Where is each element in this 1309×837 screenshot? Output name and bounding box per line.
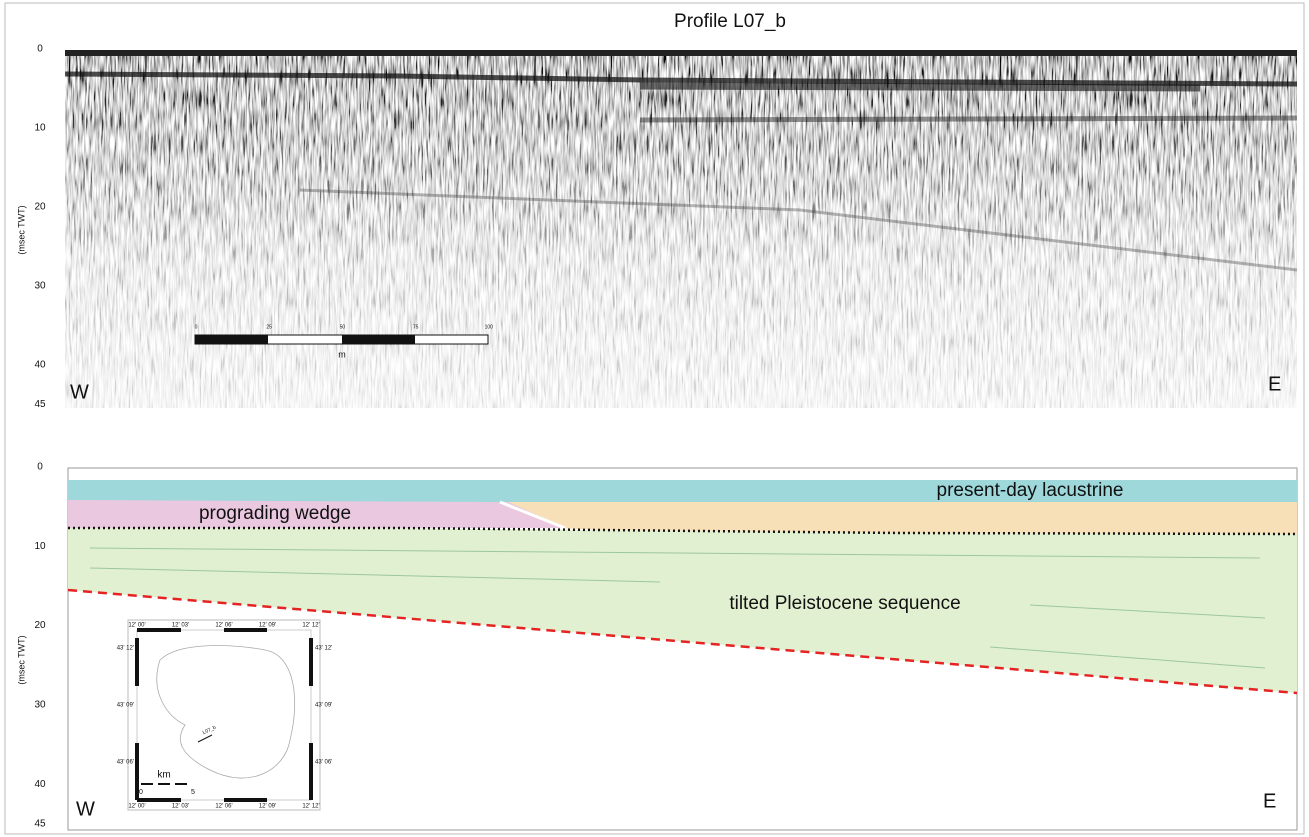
lon-label: 12' 00' <box>128 804 145 810</box>
scale-label: 0 <box>195 324 198 330</box>
profile-line <box>197 734 213 743</box>
inset-scale-unit: km <box>157 770 170 781</box>
east-label: E <box>1263 790 1276 812</box>
y-tick-label: 20 <box>34 620 46 631</box>
y-tick-label: 0 <box>37 462 43 473</box>
lon-label: 12' 03' <box>172 804 189 810</box>
pleistocene-unit <box>68 528 1297 693</box>
lake-outline <box>156 645 296 779</box>
y-tick-label: 30 <box>34 281 46 292</box>
y-tick-label: 30 <box>34 700 46 711</box>
internal-reflectors <box>89 547 1266 669</box>
scale-label: 25 <box>266 324 272 330</box>
base-reflector <box>67 588 1298 695</box>
unconformity <box>68 526 1298 536</box>
scale-label: 50 <box>340 324 346 330</box>
y-tick-label: 45 <box>34 399 46 410</box>
seabed-reflector <box>65 50 1297 56</box>
lon-label: 12' 00' <box>128 623 145 629</box>
seismic-panel: W E (msec TWT) m 0 25 50 75 100 <box>16 50 1298 408</box>
inset-map: L07_b km 12' 00' 12' 00' 12' 03' 12' 03' 12'… <box>117 619 332 811</box>
wedge-unit <box>68 498 565 528</box>
inset-scale-label: 0 <box>139 789 143 796</box>
lat-label: 43' 09' <box>117 703 134 709</box>
lat-label: 43' 12' <box>117 646 134 652</box>
boundary <box>499 500 566 530</box>
interpretation-panel: present-day lacustrine prograding wedge … <box>16 467 1298 831</box>
lacustrine-unit <box>68 480 1297 502</box>
inset-scale-label: 5 <box>191 789 195 796</box>
y-tick-label: 40 <box>34 779 46 790</box>
lat-label: 43' 06' <box>315 760 332 766</box>
unit-label: present-day lacustrine <box>937 480 1124 501</box>
scale-bar-segment <box>342 335 415 344</box>
scale-label: 100 <box>485 324 494 330</box>
scale-label: 75 <box>413 324 419 330</box>
scale-bar: m 0 25 50 75 100 <box>194 324 494 359</box>
y-tick-label: 0 <box>37 44 43 55</box>
reflector <box>639 82 1201 92</box>
lat-label: 43' 12' <box>315 646 332 652</box>
scale-bar-segment <box>195 335 268 344</box>
y-tick-label: 45 <box>34 818 46 829</box>
tan-unit <box>500 500 1297 534</box>
reflector <box>639 115 1298 123</box>
lon-label: 12' 06' <box>215 804 232 810</box>
y-tick-label: 40 <box>34 360 46 371</box>
y-tick-label: 10 <box>34 541 46 552</box>
axis-label: (msec TWT) <box>16 205 26 254</box>
inset-ticks <box>135 628 313 802</box>
reflector <box>299 188 1298 272</box>
lon-label: 12' 12' <box>302 804 319 810</box>
west-label: W <box>76 798 95 820</box>
reflector <box>64 71 1298 87</box>
lon-label: 12' 09' <box>259 804 276 810</box>
unit-label: prograding wedge <box>199 503 351 524</box>
title: Profile L07_b <box>674 11 786 32</box>
lon-label: 12' 03' <box>172 623 189 629</box>
lat-label: 43' 06' <box>117 760 134 766</box>
y-tick-label: 10 <box>34 123 46 134</box>
y-tick-label: 20 <box>34 202 46 213</box>
lon-label: 12' 09' <box>259 623 276 629</box>
west-label: W <box>70 381 89 403</box>
unit-label: tilted Pleistocene sequence <box>729 593 960 614</box>
lat-label: 43' 09' <box>315 703 332 709</box>
scale-unit: m <box>338 349 346 359</box>
seismic-texture <box>65 50 1297 408</box>
inset-frame <box>127 619 321 811</box>
east-label: E <box>1268 373 1281 395</box>
lon-label: 12' 06' <box>215 623 232 629</box>
axis-label: (msec TWT) <box>16 635 26 684</box>
lon-label: 12' 12' <box>302 623 319 629</box>
profile-label: L07_b <box>202 725 217 736</box>
